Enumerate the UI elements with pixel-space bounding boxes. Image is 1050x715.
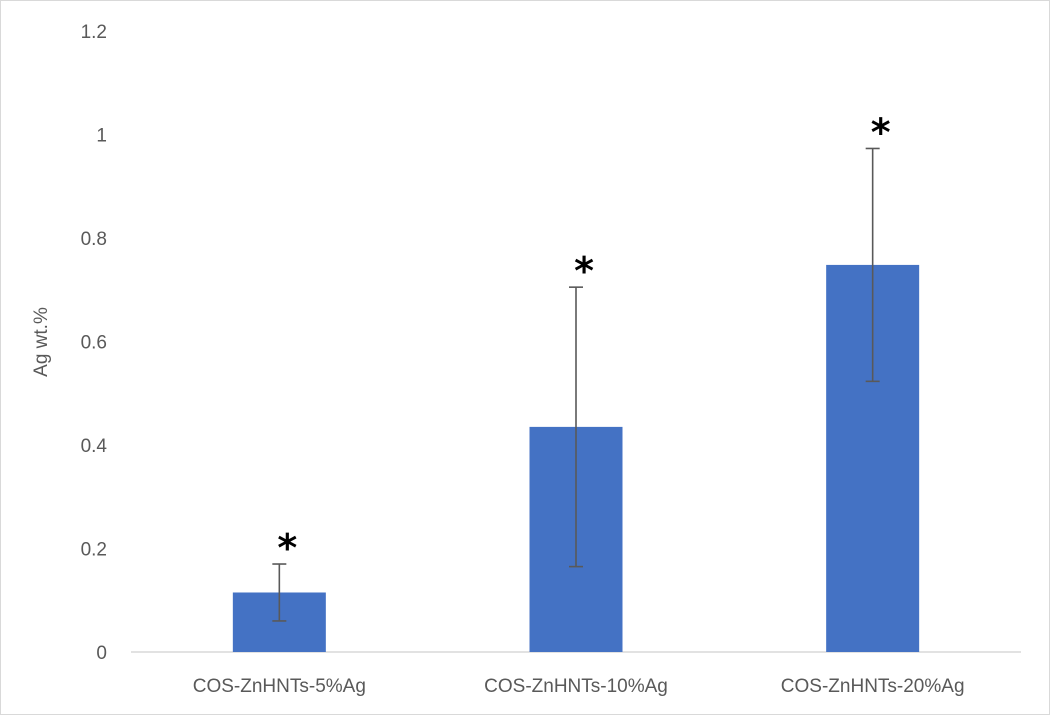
significance-markers: * * * xyxy=(277,110,890,570)
y-tick-label: 0.4 xyxy=(81,436,108,457)
significance-asterisk: * xyxy=(871,110,891,154)
error-bar xyxy=(272,563,287,622)
x-tick-label: COS-ZnHNTs-5%Ag xyxy=(193,676,366,697)
significance-asterisk: * xyxy=(277,526,297,570)
error-bar xyxy=(865,147,880,383)
y-axis-title: Ag wt.% xyxy=(31,307,52,377)
x-tick-label: COS-ZnHNTs-20%Ag xyxy=(781,676,965,697)
y-tick-label: 0.6 xyxy=(81,333,107,354)
y-tick-label: 1 xyxy=(96,126,107,147)
error-bars xyxy=(272,147,880,622)
x-axis-ticks: COS-ZnHNTs-5%Ag COS-ZnHNTs-10%Ag COS-ZnHNT… xyxy=(193,676,965,697)
x-tick-label: COS-ZnHNTs-10%Ag xyxy=(484,676,668,697)
y-axis-ticks: 0 0.2 0.4 0.6 0.8 1 1.2 xyxy=(81,22,108,664)
y-tick-label: 0.2 xyxy=(81,540,107,561)
error-bar xyxy=(569,286,583,568)
significance-asterisk: * xyxy=(574,249,594,293)
y-tick-label: 1.2 xyxy=(81,22,107,43)
y-tick-label: 0 xyxy=(96,643,107,664)
y-tick-label: 0.8 xyxy=(81,229,107,250)
